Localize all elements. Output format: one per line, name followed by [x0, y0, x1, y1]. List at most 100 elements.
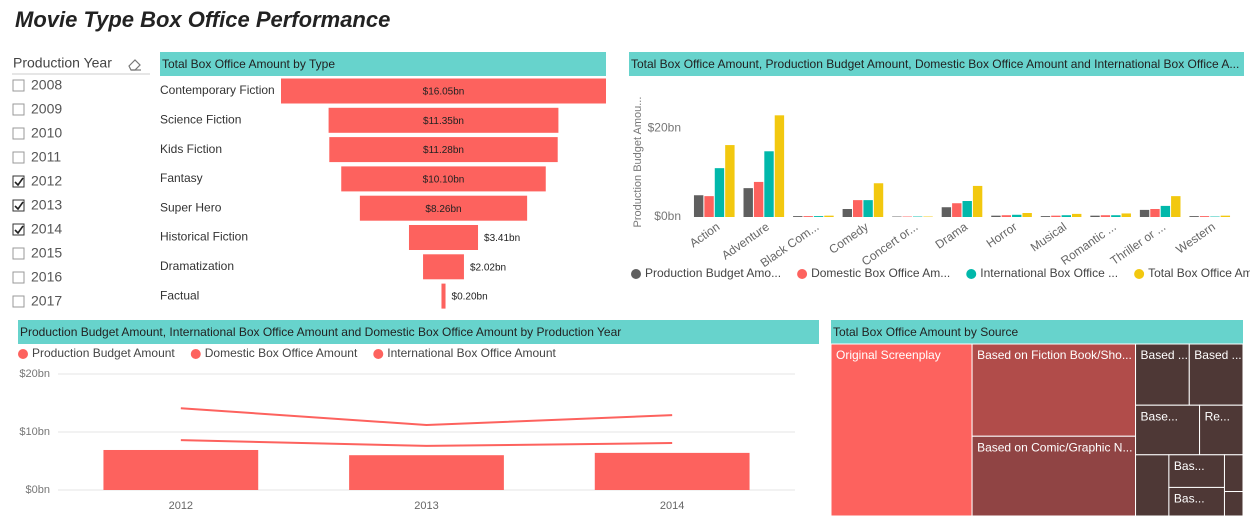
value-label: $10.10bn [423, 175, 465, 186]
x-tick-label: Thriller or ... [1108, 220, 1168, 268]
eraser-icon[interactable] [128, 59, 141, 71]
visual-header [629, 52, 1244, 76]
y-axis-title: Production Budget Amou... [632, 97, 644, 228]
bar [853, 200, 863, 217]
treemap-tile[interactable] [1135, 404, 1201, 456]
line [180, 407, 673, 427]
tile-label: Re... [1205, 409, 1230, 423]
category-label: Contemporary Fiction [160, 83, 275, 97]
checkbox[interactable] [12, 175, 25, 188]
funnel-bar [408, 225, 479, 250]
treemap-tile[interactable] [1168, 486, 1225, 517]
treemap-tile[interactable] [830, 343, 973, 517]
bar [1139, 209, 1150, 217]
bar [1220, 215, 1231, 217]
eraser-shape [128, 59, 141, 71]
bar [1061, 215, 1071, 217]
tile-label: Based on Comic/Graphic N... [977, 440, 1132, 454]
page-title: Movie Type Box Office Performance [15, 7, 390, 32]
bar [991, 215, 1001, 217]
check-mark [14, 225, 24, 235]
bar [1189, 216, 1199, 217]
checkbox[interactable] [12, 199, 25, 212]
slicer-item[interactable]: 2017 [31, 293, 62, 309]
bar [103, 449, 259, 490]
slicer-item[interactable]: 2009 [31, 101, 62, 117]
legend-marker [1134, 269, 1145, 279]
legend-label: Production Budget Amo... [645, 266, 781, 280]
value-label: $11.28bn [423, 145, 464, 156]
legend-label: Domestic Box Office Am... [811, 266, 950, 280]
legend-label: International Box Office ... [980, 266, 1118, 280]
checkbox[interactable] [12, 223, 25, 236]
check-mark [14, 177, 24, 187]
treemap-tile[interactable] [1135, 454, 1170, 517]
x-tick-label: Action [687, 220, 722, 251]
treemap-tile[interactable] [1188, 343, 1244, 406]
slicer-title: Production Year [13, 55, 112, 71]
slicer-item[interactable]: 2011 [31, 149, 61, 165]
value-label: $8.26bn [425, 204, 461, 215]
treemap-tile[interactable] [1223, 491, 1244, 517]
slicer-item[interactable]: 2016 [31, 269, 62, 285]
slicer-item[interactable]: 2014 [31, 221, 62, 237]
slicer-item[interactable]: 2008 [31, 77, 62, 93]
x-tick-label: Comedy [826, 220, 871, 257]
slicer-item[interactable]: 2012 [31, 173, 62, 189]
bar [774, 115, 785, 217]
checkbox[interactable] [12, 247, 25, 260]
bar [1012, 214, 1022, 217]
visual-title: Total Box Office Amount by Source [833, 325, 1019, 339]
treemap-tile[interactable] [1199, 404, 1244, 456]
x-tick-label: 2013 [414, 500, 438, 512]
slicer-item[interactable]: 2010 [31, 125, 62, 141]
bar [803, 216, 813, 217]
bar [824, 215, 834, 217]
checkbox[interactable] [12, 151, 25, 164]
bar [863, 200, 873, 217]
treemap-tile[interactable] [1223, 454, 1244, 493]
slicer-item[interactable]: 2013 [31, 197, 62, 213]
bar [1051, 215, 1061, 217]
visual-header [160, 52, 606, 76]
treemap-tile[interactable] [971, 343, 1137, 437]
bar [1199, 216, 1210, 217]
check-mark [14, 201, 24, 211]
bar [349, 455, 504, 490]
legend-label: Domestic Box Office Amount [205, 346, 358, 360]
value-label: $0.20bn [452, 292, 488, 303]
slicer-item[interactable]: 2015 [31, 245, 62, 261]
funnel-bar [329, 137, 558, 163]
bar [1022, 213, 1032, 217]
treemap-tile[interactable] [1135, 343, 1190, 406]
legend-marker [373, 349, 384, 359]
funnel-bar [359, 195, 528, 221]
x-tick-label: 2012 [169, 500, 193, 512]
category-label: Factual [160, 288, 199, 302]
checkbox[interactable] [12, 295, 25, 308]
bar [743, 188, 753, 217]
bar [952, 203, 962, 217]
bar [1040, 216, 1051, 217]
tile-label: Original Screenplay [836, 348, 941, 362]
treemap-tile[interactable] [971, 435, 1137, 517]
value-label: $11.35bn [423, 116, 464, 127]
x-tick-label: Drama [933, 219, 971, 251]
checkbox[interactable] [12, 79, 25, 92]
bar [1071, 213, 1082, 217]
checkbox[interactable] [12, 103, 25, 116]
x-tick-label: Horror [984, 220, 1020, 251]
checkbox[interactable] [12, 271, 25, 284]
legend-marker [18, 349, 28, 359]
bar [714, 168, 725, 217]
x-tick-label: Concert or... [859, 220, 921, 269]
tile-label: Bas... [1174, 459, 1205, 473]
x-tick-label: Musical [1028, 220, 1069, 255]
category-label: Kids Fiction [160, 142, 222, 156]
checkbox[interactable] [12, 127, 25, 140]
legend-marker [966, 269, 977, 279]
tile-label: Based ... [1194, 348, 1241, 362]
tile-label: Bas... [1174, 492, 1205, 506]
bar [725, 145, 735, 217]
bar [1100, 215, 1111, 217]
